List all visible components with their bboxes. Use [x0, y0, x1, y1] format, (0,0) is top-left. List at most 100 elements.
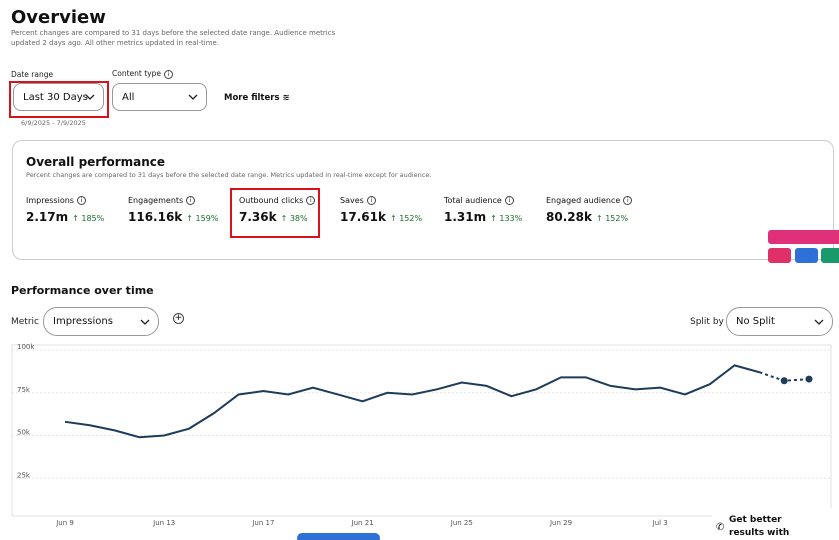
metric-value: 80.28k	[546, 210, 592, 224]
date-range-dropdown[interactable]: Last 30 Days	[13, 83, 104, 111]
y-tick-label: 100k	[17, 343, 35, 351]
metric-name-text: Engaged audience	[546, 196, 621, 205]
metric-value-row: 7.36k ↑ 38%	[239, 210, 315, 224]
date-range-dates: 6/9/2025 - 7/9/2025	[21, 119, 86, 127]
metric-value: Impressions	[53, 316, 113, 327]
overall-title: Overall performance	[26, 155, 166, 169]
x-tick-label: Jun 17	[251, 519, 274, 527]
highlight-box	[9, 81, 109, 118]
metric-name-text: Total audience	[444, 196, 502, 205]
plot-frame	[11, 344, 832, 517]
metric-value-row: 17.61k ↑ 152%	[340, 210, 422, 224]
overall-note: Percent changes are compared to 31 days …	[26, 171, 432, 179]
more-filters[interactable]: More filters ≋	[224, 93, 290, 103]
date-range-value: Last 30 Days	[23, 91, 88, 103]
info-icon: i	[623, 196, 633, 205]
content-type-value: All	[122, 91, 135, 103]
split-value: No Split	[736, 316, 775, 327]
metric-change-value: 185%	[81, 214, 105, 223]
metric-name-text: Saves	[340, 196, 364, 205]
metric-name: Saves i	[340, 196, 422, 205]
x-tick-label: Jun 25	[450, 519, 473, 527]
date-range-label: Date range	[11, 70, 54, 79]
y-tick-label: 25k	[17, 471, 31, 479]
page-title: Overview	[11, 7, 106, 28]
metric-name: Outbound clicks i	[239, 196, 316, 205]
metric-value: 116.16k	[128, 210, 183, 224]
metric-name: Total audience i	[444, 196, 522, 205]
metric-change-value: 159%	[195, 214, 219, 223]
info-icon: i	[504, 196, 514, 205]
metric-change-value: 38%	[289, 214, 308, 223]
bookmark-button[interactable]	[768, 248, 791, 263]
share-button[interactable]	[821, 248, 839, 263]
metric-name-text: Impressions	[26, 196, 74, 205]
info-icon: i	[186, 196, 196, 205]
x-tick-label: Jul 3	[652, 519, 668, 527]
split-label: Split by	[690, 317, 724, 327]
add-button[interactable]: +	[173, 313, 184, 324]
metric-dropdown[interactable]: Impressions	[43, 307, 159, 336]
chevron	[814, 319, 824, 325]
metric-label: Metric	[11, 317, 39, 327]
metric-change-value: 152%	[605, 214, 629, 223]
metric-change: ↑ 152%	[389, 214, 423, 223]
chevron	[140, 319, 150, 325]
panel-button[interactable]	[795, 248, 818, 263]
metric-value: 2.17m	[26, 210, 69, 224]
metric-value: 7.36k	[239, 210, 277, 224]
metric-change-value: 133%	[499, 214, 523, 223]
content-type-text: Content type	[112, 69, 161, 78]
metric-name-text: Outbound clicks	[239, 196, 304, 205]
metric: Impressions i 2.17m ↑ 185%	[26, 196, 104, 224]
x-tick-label: Jun 21	[351, 519, 374, 527]
metric: Engagements i 116.16k ↑ 159%	[128, 196, 218, 224]
metric-value: 17.61k	[340, 210, 386, 224]
metric: Outbound clicks i 7.36k ↑ 38%	[239, 196, 316, 224]
metric-change: ↑ 159%	[186, 214, 219, 223]
split-dropdown[interactable]: No Split	[726, 307, 833, 336]
y-tick-label: 50k	[17, 429, 31, 437]
more-filters-text: More filters	[224, 93, 280, 103]
phone-icon: ✆	[716, 522, 725, 533]
metric-name: Engagements i	[128, 196, 218, 205]
redacted-bar	[768, 230, 839, 244]
content-type-label: Content type i	[112, 69, 173, 79]
info-icon: i	[76, 196, 86, 205]
help-text: Get better results with expert help	[729, 515, 790, 538]
metric-name-text: Engagements	[128, 196, 184, 205]
metric-change: ↑ 133%	[490, 214, 523, 223]
chevron	[85, 94, 95, 100]
y-tick-label: 75k	[17, 386, 31, 394]
metric-value: 1.31m	[444, 210, 487, 224]
x-tick-label: Jun 29	[549, 519, 572, 527]
metric-value-row: 116.16k ↑ 159%	[128, 210, 218, 224]
point	[780, 377, 788, 385]
point	[805, 375, 813, 383]
metric: Saves i 17.61k ↑ 152%	[340, 196, 422, 224]
highlight-box	[230, 188, 320, 238]
metric-value-row: 2.17m ↑ 185%	[26, 210, 104, 224]
chevron	[188, 94, 198, 100]
metric: Engaged audience i 80.28k ↑ 152%	[546, 196, 633, 224]
metric-change: ↑ 152%	[595, 214, 629, 223]
metric-name: Engaged audience i	[546, 196, 633, 205]
metric: Total audience i 1.31m ↑ 133%	[444, 196, 522, 224]
header-note: Percent changes are compared to 31 days …	[11, 29, 336, 47]
info-icon: i	[306, 196, 316, 205]
x-tick-label: Jun 9	[55, 519, 74, 527]
x-tick-label: Jun 13	[152, 519, 175, 527]
help-box[interactable]	[712, 508, 839, 540]
metric-name: Impressions i	[26, 196, 104, 205]
info-icon: i	[366, 196, 376, 205]
overall-card	[12, 140, 834, 260]
metric-change-value: 152%	[399, 214, 423, 223]
metric-value-row: 80.28k ↑ 152%	[546, 210, 632, 224]
content-type-dropdown[interactable]: All	[112, 83, 207, 111]
bottom-button[interactable]	[297, 533, 380, 540]
line	[64, 364, 760, 439]
over-time-title: Performance over time	[11, 284, 154, 297]
metric-change: ↑ 185%	[72, 214, 105, 223]
